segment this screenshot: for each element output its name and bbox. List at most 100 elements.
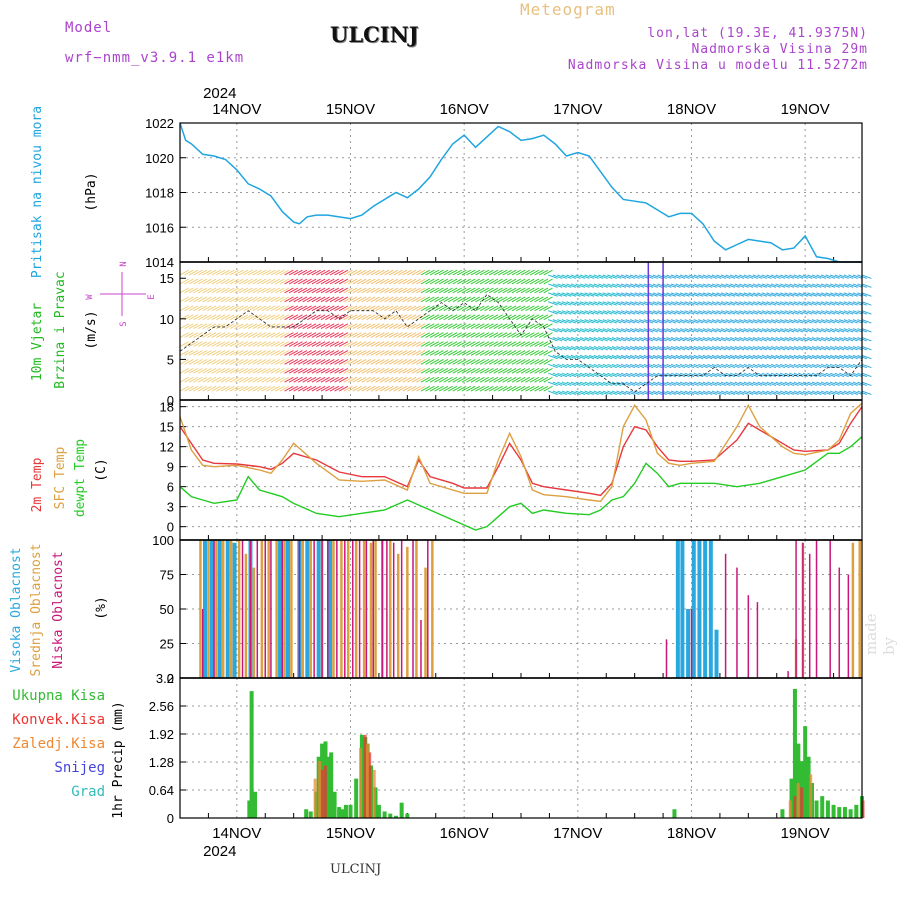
wind-barb <box>247 278 258 285</box>
wind-barb <box>779 274 790 279</box>
wind-barb <box>579 390 590 395</box>
wind-barb <box>589 319 599 324</box>
low-cloud-bar <box>392 542 395 678</box>
wind-barb <box>234 278 244 285</box>
wind-barb <box>516 359 526 365</box>
wind-barb <box>475 350 485 356</box>
wind-barb <box>452 278 462 285</box>
wind-barb <box>589 328 599 333</box>
wind-barb <box>361 278 371 285</box>
wind-barb <box>407 314 417 321</box>
wind-barb <box>848 354 858 360</box>
wind-barb <box>275 367 285 374</box>
wind-barb <box>652 337 663 342</box>
wind-barb <box>448 385 458 392</box>
wind-barb <box>861 363 872 369</box>
temp-unit-label: (C) <box>94 458 109 481</box>
wind-barb <box>711 390 722 395</box>
wind-barb <box>634 381 645 387</box>
wind-barb <box>739 328 749 333</box>
wind-barb <box>766 345 777 351</box>
wind-barb <box>257 341 267 347</box>
wind-barb <box>784 301 795 306</box>
wind-barb <box>648 381 658 387</box>
wind-barb <box>861 274 872 279</box>
pressure-series-line <box>179 122 862 263</box>
wind-barb <box>798 328 808 333</box>
wind-barb <box>425 350 435 356</box>
wind-barb <box>398 296 408 303</box>
wind-barb <box>266 323 276 330</box>
total-precip-bar <box>803 726 808 818</box>
wind-barb <box>684 337 695 342</box>
wind-barb <box>379 314 390 321</box>
wind-barb <box>793 310 804 315</box>
wind-barb <box>334 385 344 392</box>
wind-barb <box>434 332 444 338</box>
wind-barb <box>329 296 340 303</box>
wind-barb <box>516 269 526 276</box>
wind-barb <box>252 359 262 365</box>
wind-barb <box>798 363 808 369</box>
wind-barb <box>770 363 781 369</box>
wind-barb <box>766 274 777 279</box>
wind-barb <box>229 305 240 312</box>
wind-barb <box>411 278 421 285</box>
wind-barb <box>611 310 622 315</box>
wind-barb <box>793 390 804 395</box>
wind-barb <box>266 296 276 303</box>
wind-barb <box>352 359 362 365</box>
wind-barb <box>784 328 795 333</box>
wind-barb <box>852 274 863 279</box>
wind-barb <box>802 274 813 279</box>
wind-barb <box>307 314 317 321</box>
wind-barb <box>734 301 745 306</box>
wind-barb <box>707 354 717 360</box>
wind-barb <box>652 283 663 288</box>
wind-barb <box>698 292 708 297</box>
wind-barb <box>652 381 663 387</box>
wind-barb <box>302 359 312 365</box>
wind-barb <box>338 278 349 285</box>
wind-barb <box>202 323 212 330</box>
wind-barb <box>270 367 280 374</box>
total-precip-bar <box>820 796 825 818</box>
wind-barb <box>702 292 713 297</box>
wind-barb <box>398 385 408 392</box>
wind-barb <box>852 310 863 315</box>
legend-convective-precip: Konvek.Kisa <box>12 712 105 728</box>
wind-barb <box>711 345 722 351</box>
wind-barb <box>666 328 677 333</box>
wind-barb <box>393 376 403 383</box>
wind-barb <box>429 278 440 285</box>
wind-barb <box>461 359 471 365</box>
wind-barb <box>243 376 253 383</box>
wind-barb <box>775 372 786 378</box>
wind-barb <box>438 367 449 374</box>
wind-barb <box>416 350 426 356</box>
wind-barb <box>830 337 840 342</box>
wind-barb <box>470 332 481 338</box>
wind-barb <box>338 314 349 321</box>
wind-barb <box>779 283 790 288</box>
wind-barb <box>684 363 695 369</box>
high-cloud-bar <box>217 540 222 678</box>
wind-barb <box>611 301 622 306</box>
wind-barb <box>302 278 312 285</box>
cloud-unit-label: (%) <box>94 596 109 619</box>
wind-barb <box>561 337 572 342</box>
wind-barb <box>557 310 567 315</box>
wind-barb <box>579 363 590 369</box>
wind-barb <box>743 345 754 351</box>
wind-barb <box>830 354 840 360</box>
wind-barb <box>611 372 622 378</box>
wind-barb <box>538 269 549 276</box>
wind-barb <box>452 269 462 276</box>
total-precip-bar <box>388 813 393 818</box>
wind-barb <box>470 385 481 392</box>
wind-barb <box>675 292 686 297</box>
wind-barb <box>407 278 417 285</box>
wind-barb <box>648 301 658 306</box>
wind-barb <box>361 385 371 392</box>
wind-barb <box>798 292 808 297</box>
